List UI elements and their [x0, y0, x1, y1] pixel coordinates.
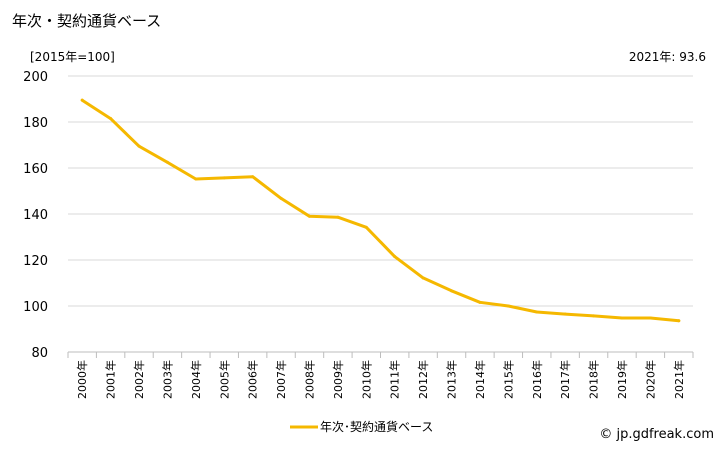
- x-tick-label: 2001年: [104, 360, 118, 399]
- data-point: [307, 214, 311, 218]
- data-point: [450, 289, 454, 293]
- data-point: [592, 314, 596, 318]
- x-tick-label: 2003年: [160, 360, 174, 399]
- x-tick-label: 2009年: [331, 360, 345, 399]
- x-tick-label: 2017年: [558, 360, 572, 399]
- data-point: [251, 175, 255, 179]
- y-tick-label: 180: [23, 116, 48, 131]
- data-point: [620, 316, 624, 320]
- data-point: [279, 196, 283, 200]
- x-tick-label: 2006年: [246, 360, 260, 399]
- x-tick-label: 2018年: [587, 360, 601, 399]
- data-point: [364, 225, 368, 229]
- x-tick-label: 2005年: [217, 360, 231, 399]
- series-line: [80, 98, 681, 323]
- latest-value-label: 2021年: 93.6: [628, 50, 706, 64]
- x-tick-label: 2008年: [302, 360, 316, 399]
- chart-title: 年次・契約通貨ベース: [12, 12, 162, 30]
- data-point: [165, 160, 169, 164]
- x-tick-label: 2020年: [643, 360, 657, 399]
- y-tick-label: 120: [23, 254, 48, 269]
- x-tick-label: 2011年: [388, 360, 402, 399]
- y-unit-label: [2015年=100]: [30, 50, 115, 64]
- data-point: [137, 144, 141, 148]
- data-point: [648, 316, 652, 320]
- x-tick-label: 2014年: [473, 360, 487, 399]
- y-tick-label: 200: [23, 70, 48, 85]
- y-tick-label: 80: [31, 346, 48, 361]
- data-point: [478, 300, 482, 304]
- data-point: [109, 117, 113, 121]
- x-tick-label: 2002年: [132, 360, 146, 399]
- legend-label: 年次･契約通貨ベース: [320, 419, 433, 434]
- x-tick-label: 2016年: [530, 360, 544, 399]
- data-point: [535, 310, 539, 314]
- y-tick-label: 100: [23, 300, 48, 315]
- data-point: [677, 319, 681, 323]
- data-point: [80, 98, 84, 102]
- x-tick-label: 2013年: [445, 360, 459, 399]
- data-point: [421, 276, 425, 280]
- data-point: [393, 255, 397, 259]
- data-point: [506, 304, 510, 308]
- x-tick-label: 2019年: [615, 360, 629, 399]
- data-point: [222, 176, 226, 180]
- x-tick-label: 2012年: [416, 360, 430, 399]
- y-tick-label: 140: [23, 208, 48, 223]
- x-tick-label: 2021年: [672, 360, 686, 399]
- x-tick-label: 2000年: [75, 360, 89, 399]
- y-tick-label: 160: [23, 162, 48, 177]
- x-tick-label: 2010年: [359, 360, 373, 399]
- data-point: [336, 215, 340, 219]
- x-tick-label: 2007年: [274, 360, 288, 399]
- data-point: [194, 177, 198, 181]
- x-tick-label: 2004年: [189, 360, 203, 399]
- credit-text: © jp.gdfreak.com: [599, 427, 714, 442]
- data-point: [563, 312, 567, 316]
- x-tick-label: 2015年: [501, 360, 515, 399]
